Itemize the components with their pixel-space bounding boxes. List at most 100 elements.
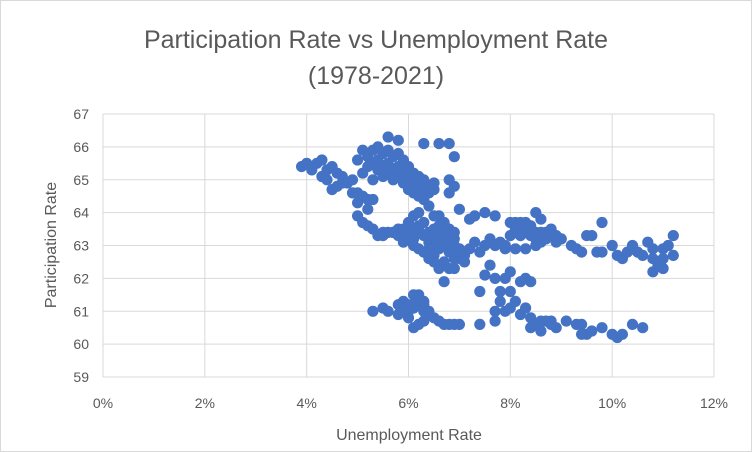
data-point [382, 305, 394, 317]
y-tick-label: 60 [73, 336, 89, 352]
data-point [647, 253, 659, 265]
data-point [474, 318, 486, 331]
data-point [392, 308, 404, 321]
data-point [382, 131, 394, 143]
data-point [626, 318, 639, 331]
data-point [479, 269, 491, 281]
data-point [458, 256, 471, 268]
data-point [667, 230, 679, 242]
x-axis-ticks: 0% 2% 4% 6% 8% 10% 12% [93, 395, 728, 411]
y-tick-label: 61 [73, 303, 89, 319]
x-tick-label: 6% [398, 395, 418, 411]
data-point [479, 207, 491, 219]
data-point [637, 322, 649, 334]
x-axis-label: Unemployment Rate [336, 427, 482, 444]
data-points [296, 131, 679, 344]
data-point [453, 203, 466, 215]
data-point [423, 305, 435, 317]
data-point [519, 243, 532, 255]
data-point [418, 246, 430, 258]
y-tick-label: 66 [73, 139, 89, 155]
data-point [596, 322, 608, 334]
data-point [453, 318, 466, 331]
y-axis-ticks: 59 60 61 62 63 64 65 66 67 [73, 106, 89, 385]
data-point [545, 315, 557, 327]
data-point [453, 246, 466, 258]
data-point [367, 305, 379, 317]
y-tick-label: 63 [73, 238, 89, 254]
data-point [657, 243, 669, 255]
data-point [637, 249, 649, 261]
data-point [489, 315, 501, 327]
data-point [489, 272, 501, 285]
x-tick-label: 0% [93, 395, 113, 411]
data-point [489, 305, 501, 317]
data-point [606, 239, 618, 252]
data-point [519, 302, 532, 314]
data-point [504, 266, 516, 278]
data-point [448, 262, 460, 275]
data-point [616, 328, 629, 340]
y-tick-label: 67 [73, 106, 89, 122]
data-point [647, 243, 659, 255]
data-point [423, 200, 435, 212]
y-axis-label: Participation Rate [43, 182, 60, 308]
data-point [494, 285, 506, 298]
data-point [499, 239, 511, 252]
data-point [484, 259, 496, 271]
x-tick-label: 8% [500, 395, 520, 411]
data-point [667, 249, 679, 261]
data-point [575, 318, 588, 331]
data-point [448, 151, 460, 163]
data-point [525, 223, 537, 235]
data-point [509, 243, 522, 255]
data-point [489, 210, 501, 222]
data-point [418, 315, 430, 327]
data-point [352, 154, 364, 166]
data-point [418, 138, 430, 150]
data-point [504, 302, 516, 314]
data-point [448, 180, 460, 192]
data-point [346, 174, 359, 186]
y-tick-label: 64 [73, 205, 89, 221]
data-point [596, 246, 608, 258]
data-point [575, 328, 588, 340]
chart-title-line2: (1978-2021) [308, 62, 444, 90]
data-point [525, 276, 537, 288]
data-point [586, 325, 598, 337]
data-point [469, 236, 481, 248]
data-point [428, 223, 440, 235]
data-point [392, 134, 404, 146]
data-point [514, 230, 527, 242]
data-point [367, 174, 379, 186]
data-point [443, 138, 455, 150]
data-point [428, 184, 440, 196]
x-tick-label: 10% [598, 395, 626, 411]
data-point [413, 220, 425, 232]
y-tick-label: 59 [73, 369, 89, 385]
y-tick-label: 65 [73, 172, 89, 188]
data-point [362, 203, 374, 215]
data-point [586, 230, 598, 242]
data-point [469, 210, 481, 222]
x-tick-label: 12% [700, 395, 728, 411]
data-point [535, 213, 547, 225]
data-point [596, 216, 608, 229]
data-point [560, 315, 572, 327]
data-point [535, 315, 547, 327]
data-point [362, 193, 374, 206]
data-point [535, 325, 547, 337]
data-point [408, 299, 420, 311]
data-point [474, 285, 486, 298]
data-point [321, 174, 333, 186]
data-point [418, 295, 430, 308]
data-point [575, 246, 588, 258]
x-tick-label: 2% [195, 395, 215, 411]
chart-title-line1: Participation Rate vs Unemployment Rate [144, 26, 608, 54]
data-point [316, 154, 328, 166]
data-point [438, 276, 450, 288]
data-point [504, 285, 516, 298]
data-point [494, 295, 506, 308]
